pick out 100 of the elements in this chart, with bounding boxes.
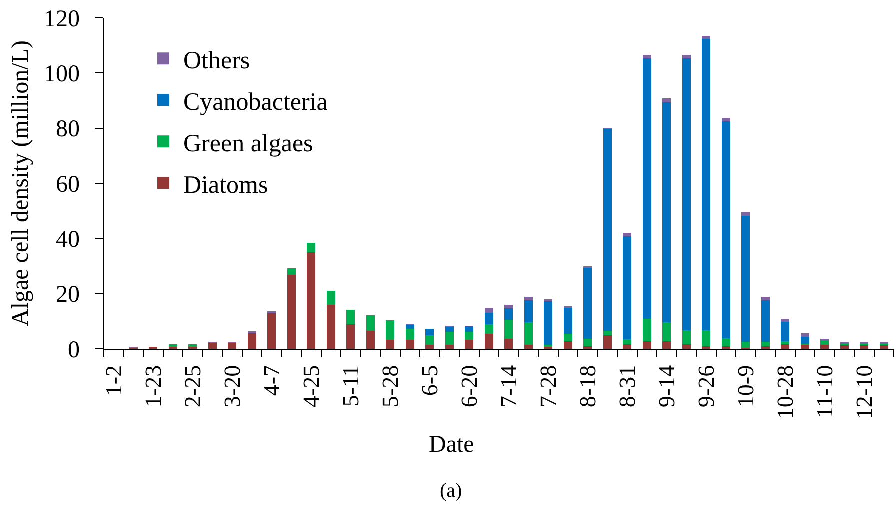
- y-tick-label: 60: [56, 172, 80, 198]
- bar: [564, 334, 572, 342]
- bar: [800, 345, 810, 349]
- bar: [623, 233, 632, 236]
- x-tick-label: 8-31: [614, 365, 640, 408]
- bar: [623, 236, 632, 340]
- bar: [603, 129, 612, 331]
- bar: [445, 332, 454, 346]
- bar: [722, 118, 730, 122]
- bar: [860, 346, 869, 349]
- bar: [603, 330, 612, 336]
- bar: [504, 320, 514, 339]
- legend-label: Green algaes: [184, 130, 314, 158]
- bar: [504, 304, 514, 308]
- x-tick-label: 4-7: [259, 365, 284, 396]
- x-tick-label: 5-28: [378, 365, 403, 408]
- bar: [287, 274, 296, 349]
- bar: [584, 268, 592, 339]
- x-tick-label: 1-2: [101, 365, 126, 396]
- bar: [426, 328, 434, 336]
- bar: [880, 343, 888, 346]
- bar: [682, 344, 691, 349]
- bar: [406, 325, 414, 329]
- x-tick-label: 6-5: [417, 365, 442, 396]
- bar: [642, 341, 652, 349]
- bar: [682, 330, 691, 345]
- bar: [504, 338, 514, 349]
- bar: [781, 344, 790, 349]
- legend-label: Diatoms: [184, 172, 268, 199]
- x-tick-label: 12-10: [852, 365, 877, 420]
- bar: [800, 336, 810, 344]
- y-tick-label: 20: [56, 282, 80, 308]
- bar: [366, 316, 375, 331]
- bar: [781, 322, 790, 342]
- y-tick-label: 0: [68, 337, 80, 364]
- bar: [742, 212, 750, 216]
- x-tick-label: 4-25: [298, 365, 324, 408]
- bar: [800, 333, 810, 337]
- bar: [662, 322, 672, 342]
- bar: [682, 58, 691, 331]
- bar: [524, 322, 533, 345]
- bar: [346, 310, 356, 324]
- bar: [761, 300, 770, 342]
- bar: [761, 342, 770, 347]
- bar: [208, 342, 217, 349]
- bar: [702, 39, 711, 331]
- bar: [820, 340, 830, 345]
- bar: [524, 344, 533, 349]
- bar: [820, 344, 830, 349]
- bar: [386, 320, 395, 340]
- legend-label: Cyanobacteria: [184, 88, 328, 116]
- x-tick-label: 10-9: [733, 365, 758, 408]
- bar: [781, 318, 790, 322]
- x-tick-label: 7-28: [536, 365, 561, 408]
- bar: [662, 341, 672, 349]
- bar: [346, 324, 356, 349]
- bar: [287, 268, 296, 275]
- bar: [386, 340, 395, 349]
- y-tick-label: 80: [56, 116, 80, 143]
- bar: [484, 324, 494, 334]
- bar: [465, 340, 474, 349]
- x-tick-label: 11-10: [812, 365, 838, 418]
- x-tick-label: 6-20: [456, 365, 482, 408]
- bar: [465, 326, 474, 332]
- bar: [662, 98, 672, 103]
- x-tick-label: 10-28: [772, 365, 798, 420]
- bar: [268, 313, 276, 349]
- bar: [406, 328, 414, 340]
- bar: [702, 330, 711, 347]
- bar: [406, 340, 414, 349]
- bar: [307, 243, 316, 252]
- bar: [781, 342, 790, 345]
- bar: [465, 332, 474, 340]
- bar: [307, 252, 316, 349]
- bar: [484, 313, 494, 325]
- bar: [860, 343, 869, 346]
- bar: [426, 345, 434, 349]
- bar: [840, 343, 849, 346]
- bar: [880, 346, 888, 349]
- bar: [623, 340, 632, 345]
- x-tick-label: 8-18: [575, 365, 600, 408]
- bar: [248, 333, 256, 349]
- bar: [702, 36, 711, 40]
- x-tick-label: 1-23: [140, 365, 166, 408]
- bar: [564, 308, 572, 334]
- bar: [742, 216, 750, 342]
- y-tick-label: 40: [56, 227, 80, 254]
- bar: [722, 338, 730, 347]
- x-axis-title: Date: [429, 432, 474, 458]
- bar: [722, 122, 730, 339]
- x-tick-label: 9-26: [694, 365, 719, 408]
- bar: [445, 327, 454, 332]
- text: (a): [440, 480, 462, 502]
- bar: [840, 346, 849, 349]
- bar: [742, 342, 750, 348]
- x-tick-label: 3-20: [220, 365, 245, 408]
- bar: [584, 338, 592, 347]
- x-tick-label: 2-25: [180, 365, 206, 408]
- bar: [445, 345, 454, 349]
- bar: [326, 290, 336, 305]
